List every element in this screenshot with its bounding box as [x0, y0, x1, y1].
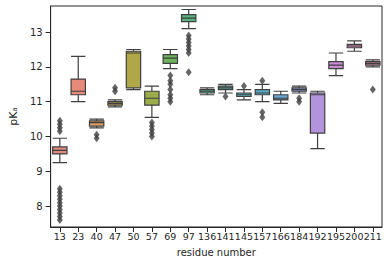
svg-text:23: 23: [72, 231, 84, 242]
svg-text:157: 157: [253, 231, 271, 242]
svg-text:40: 40: [91, 231, 103, 242]
svg-text:97: 97: [183, 231, 195, 242]
svg-text:13: 13: [30, 27, 43, 38]
svg-text:12: 12: [30, 61, 43, 72]
svg-text:195: 195: [327, 231, 345, 242]
svg-text:211: 211: [364, 231, 382, 242]
svg-text:10: 10: [30, 131, 43, 142]
svg-text:47: 47: [109, 231, 121, 242]
svg-text:69: 69: [164, 231, 176, 242]
svg-text:145: 145: [235, 231, 253, 242]
svg-text:8: 8: [36, 201, 42, 212]
svg-text:9: 9: [36, 166, 42, 177]
svg-text:13: 13: [54, 231, 66, 242]
svg-text:141: 141: [216, 231, 234, 242]
svg-text:50: 50: [127, 231, 139, 242]
svg-text:pKₐ: pKₐ: [7, 107, 20, 126]
svg-text:166: 166: [272, 231, 290, 242]
svg-text:57: 57: [146, 231, 158, 242]
svg-text:residue number: residue number: [177, 247, 257, 258]
svg-text:192: 192: [308, 231, 326, 242]
svg-text:136: 136: [198, 231, 216, 242]
svg-text:184: 184: [290, 231, 308, 242]
svg-text:11: 11: [30, 96, 43, 107]
svg-text:200: 200: [345, 231, 363, 242]
